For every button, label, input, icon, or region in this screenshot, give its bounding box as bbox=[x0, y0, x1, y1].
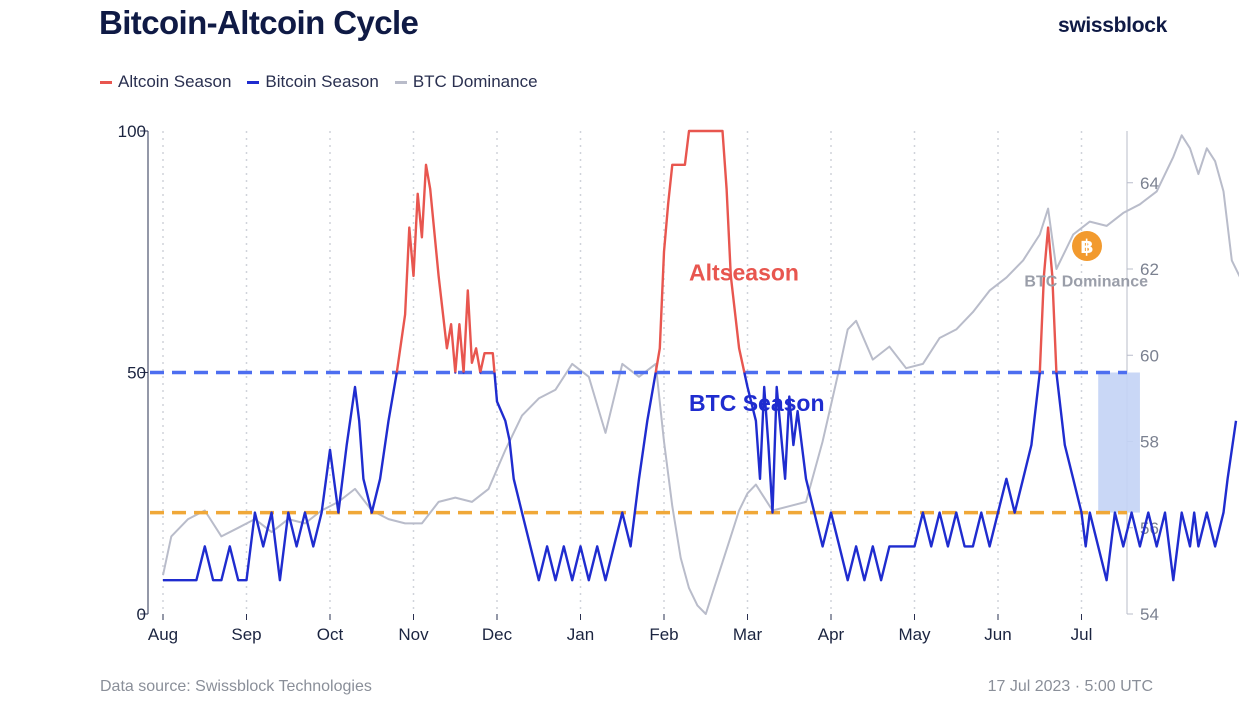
x-tick-label-aug: Aug bbox=[148, 625, 178, 644]
right-tick-label-58: 58 bbox=[1140, 433, 1159, 452]
legend-item-altcoin: Altcoin Season bbox=[100, 72, 231, 92]
x-tick-label-jul: Jul bbox=[1071, 625, 1093, 644]
x-tick-label-jan: Jan bbox=[567, 625, 594, 644]
right-tick-label-62: 62 bbox=[1140, 260, 1159, 279]
altcoin-season-line bbox=[395, 129, 1058, 373]
x-tick-label-sep: Sep bbox=[231, 625, 261, 644]
brand-logo: swissblock bbox=[1057, 14, 1167, 37]
legend-swatch-altcoin bbox=[100, 80, 112, 84]
x-tick-label-jun: Jun bbox=[984, 625, 1011, 644]
left-tick-label-50: 50 bbox=[127, 364, 146, 383]
left-tick-label-100: 100 bbox=[118, 122, 146, 141]
legend-item-dominance: BTC Dominance bbox=[394, 72, 538, 92]
bitcoin-season-line bbox=[163, 372, 1238, 582]
bitcoin-icon-glyph: ฿ bbox=[1080, 236, 1093, 258]
right-tick-label-60: 60 bbox=[1140, 346, 1159, 365]
legend-label-altcoin: Altcoin Season bbox=[118, 72, 232, 91]
legend-swatch-dominance bbox=[394, 80, 407, 84]
legend-swatch-bitcoin bbox=[247, 80, 260, 84]
x-tick-label-oct: Oct bbox=[317, 625, 344, 644]
x-tick-label-feb: Feb bbox=[649, 625, 678, 644]
x-tick-label-dec: Dec bbox=[482, 625, 513, 644]
annotation-btc-dominance: BTC Dominance bbox=[1024, 273, 1148, 290]
legend-label-bitcoin: Bitcoin Season bbox=[265, 72, 379, 91]
legend-item-bitcoin: Bitcoin Season bbox=[247, 72, 379, 92]
annotation-altseason: Altseason bbox=[689, 260, 799, 286]
legend-label-dominance: BTC Dominance bbox=[412, 72, 538, 91]
x-tick-label-mar: Mar bbox=[733, 625, 763, 644]
data-source: Data source: Swissblock Technologies bbox=[100, 678, 372, 695]
btc-dominance-line bbox=[162, 134, 1239, 615]
timestamp: 17 Jul 2023 · 5:00 UTC bbox=[987, 678, 1153, 695]
x-tick-label-apr: Apr bbox=[818, 625, 845, 644]
right-tick-label-54: 54 bbox=[1140, 605, 1159, 624]
annotation-btc-season: BTC Season bbox=[689, 390, 824, 416]
shaded-region bbox=[1098, 372, 1140, 513]
right-tick-label-64: 64 bbox=[1140, 174, 1159, 193]
x-tick-label-nov: Nov bbox=[398, 625, 429, 644]
bitcoin-icon bbox=[1072, 231, 1102, 261]
legend: Altcoin Season Bitcoin Season BTC Domina… bbox=[100, 72, 538, 92]
left-tick-label-0: 0 bbox=[137, 605, 146, 624]
page-title: Bitcoin-Altcoin Cycle bbox=[99, 4, 419, 41]
x-tick-label-may: May bbox=[898, 625, 931, 644]
